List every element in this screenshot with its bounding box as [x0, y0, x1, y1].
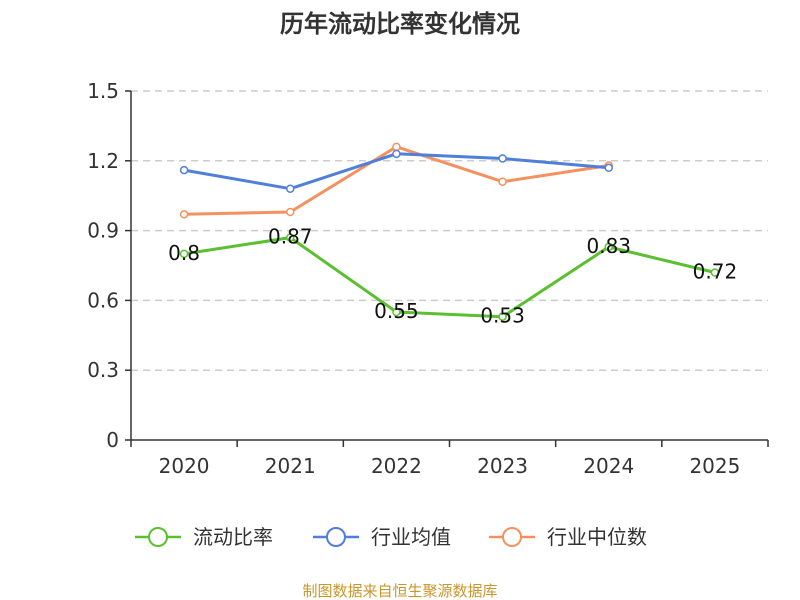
y-tick-label: 1.2: [87, 149, 119, 173]
x-tick-label-2022: 2022: [371, 454, 422, 478]
data-point-行业均值-2021: [286, 184, 295, 193]
y-tick-label: 0.9: [87, 219, 119, 243]
data-label-2021: 0.87: [268, 225, 313, 249]
data-point-行业均值-2020: [179, 165, 189, 175]
x-tick-label-2020: 2020: [159, 454, 210, 478]
data-point-流动比率-2024: [604, 242, 613, 252]
legend-marker-行业均值: [326, 527, 346, 547]
axes: 0 0.3 0.6 0.9 1.2 1.5 2020 2021 2022 2023 2024 2025: [87, 79, 769, 478]
series-line-行业均值: [183, 152, 609, 191]
x-tick-label-2025: 2025: [689, 454, 740, 478]
data-point-行业中位数-2020: [179, 210, 189, 219]
data-point-流动比率-2021: [286, 233, 295, 242]
x-tick-label-2023: 2023: [477, 454, 528, 478]
grid-lines: [131, 90, 768, 371]
data-label-2020: 0.8: [168, 241, 200, 265]
chart-title: 历年流动比率变化情况: [280, 10, 520, 38]
y-tick-label: 0.6: [87, 288, 119, 312]
legend: 流动比率 行业均值 行业中位数: [135, 525, 647, 549]
legend-label-流动比率: 流动比率: [193, 525, 273, 549]
data-point-流动比率-2025: [710, 268, 720, 277]
data-label-2023: 0.53: [480, 304, 525, 328]
legend-label-行业中位数: 行业中位数: [547, 525, 647, 549]
data-labels: 0.8 0.87 0.55 0.53 0.83 0.72: [168, 225, 737, 328]
data-point-行业均值-2023: [498, 154, 507, 163]
data-label-2025: 0.72: [693, 259, 738, 283]
legend-marker-行业中位数: [502, 527, 522, 547]
data-label-2024: 0.83: [586, 234, 631, 258]
source-note: 制图数据来自恒生聚源数据库: [302, 582, 497, 600]
data-point-行业中位数-2022: [392, 142, 401, 152]
series-group: [179, 142, 720, 321]
y-tick-label: 1.5: [87, 79, 119, 103]
data-point-流动比率-2023: [498, 312, 507, 321]
x-tick-label-2021: 2021: [265, 454, 316, 478]
y-tick-label: 0.3: [87, 358, 119, 382]
y-tick-label: 0: [106, 428, 119, 452]
legend-label-行业均值: 行业均值: [371, 525, 451, 549]
series-line-流动比率: [183, 236, 716, 319]
data-point-行业均值-2022: [392, 149, 401, 159]
data-point-流动比率-2020: [179, 249, 189, 259]
data-label-2022: 0.55: [374, 299, 419, 323]
data-point-流动比率-2022: [392, 307, 401, 317]
x-tick-label-2024: 2024: [583, 454, 634, 478]
legend-marker-流动比率: [148, 527, 168, 547]
data-point-行业中位数-2021: [286, 207, 295, 217]
data-point-行业均值-2024: [604, 163, 613, 173]
data-point-行业中位数-2023: [498, 177, 507, 186]
